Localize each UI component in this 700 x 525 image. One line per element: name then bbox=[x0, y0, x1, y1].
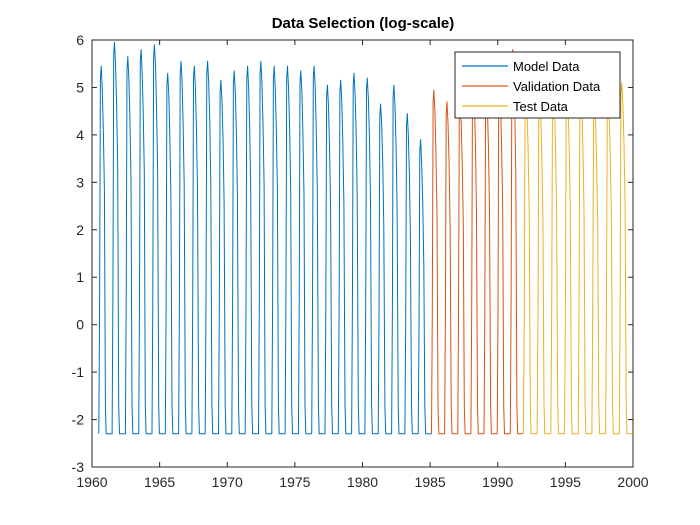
legend-label-model-data: Model Data bbox=[513, 59, 580, 74]
y-tick-label: -3 bbox=[72, 459, 85, 475]
y-tick-label: -1 bbox=[72, 364, 85, 380]
legend-box bbox=[454, 51, 621, 119]
legend: Model Data Validation Data Test Data bbox=[454, 51, 621, 119]
y-tick-label: -2 bbox=[72, 412, 85, 428]
x-tick-label: 2000 bbox=[617, 474, 648, 490]
x-tick-label: 1990 bbox=[482, 474, 513, 490]
chart-title: Data Selection (log-scale) bbox=[272, 15, 455, 32]
x-tick-label: 1985 bbox=[415, 474, 446, 490]
y-tick-label: 2 bbox=[76, 222, 84, 238]
y-tick-label: 0 bbox=[76, 317, 84, 333]
y-tick-label: 4 bbox=[76, 127, 84, 143]
legend-label-validation-data: Validation Data bbox=[513, 79, 601, 94]
series-line-validation-data bbox=[431, 49, 524, 435]
y-tick-label: 5 bbox=[76, 79, 84, 95]
x-tick-label: 1995 bbox=[550, 474, 581, 490]
x-tick-label: 1980 bbox=[347, 474, 378, 490]
legend-label-test-data: Test Data bbox=[513, 99, 569, 114]
x-tick-label: 1970 bbox=[212, 474, 243, 490]
series-line-model-data bbox=[98, 41, 432, 435]
x-axis-ticks: 1960 1965 1970 1975 1980 1985 1990 1995 2000 bbox=[76, 40, 649, 490]
x-tick-label: 1965 bbox=[144, 474, 175, 490]
x-tick-label: 1975 bbox=[279, 474, 310, 490]
y-axis-ticks: -3 -2 -1 0 1 2 3 4 5 6 bbox=[72, 32, 633, 475]
x-tick-label: 1960 bbox=[76, 474, 107, 490]
y-tick-label: 3 bbox=[76, 174, 84, 190]
y-tick-label: 1 bbox=[76, 269, 84, 285]
y-tick-label: 6 bbox=[76, 32, 84, 48]
